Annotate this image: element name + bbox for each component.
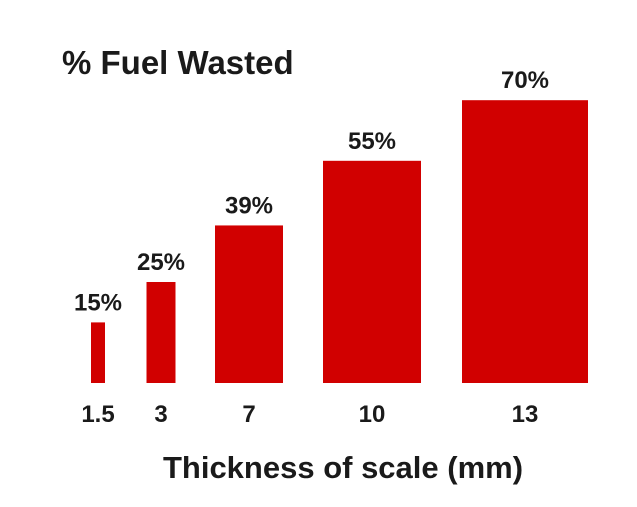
x-tick-label: 10 [359,401,386,428]
value-labels-group: 15% 25% 39% 55% 70% [74,67,549,316]
chart-title: % Fuel Wasted [62,44,294,81]
x-tick-label: 3 [154,401,167,428]
bars-group [91,100,588,383]
bar-3mm [146,282,176,383]
bar-7mm [215,225,283,383]
bar-13mm [462,100,588,383]
value-label: 55% [348,128,396,155]
value-label: 70% [501,67,549,94]
x-tick-label: 7 [242,401,255,428]
bar-10mm [323,160,421,383]
value-label: 15% [74,289,122,316]
value-label: 25% [137,249,185,276]
value-label: 39% [225,192,273,219]
x-tick-label: 13 [512,401,539,428]
x-tick-label: 1.5 [81,401,114,428]
x-axis-title: Thickness of scale (mm) [163,450,523,485]
bar-1-5mm [91,322,105,383]
x-tick-labels-group: 1.5 3 7 10 13 [81,401,538,428]
